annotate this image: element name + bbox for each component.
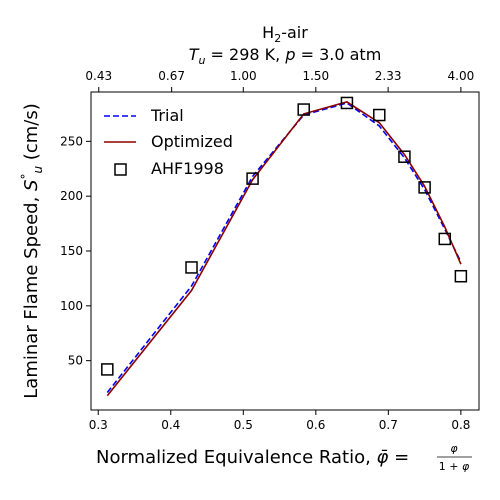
top-x-tick-label: 2.33: [375, 69, 402, 83]
legend-ahf1998-label: AHF1998: [151, 159, 224, 178]
x-tick-label: 0.6: [306, 418, 325, 432]
legend-ahf1998-marker: [114, 163, 127, 176]
legend-trial-label: Trial: [150, 106, 184, 125]
svg-text:1 + φ: 1 + φ: [439, 460, 470, 473]
y-tick-label: 150: [60, 244, 83, 258]
data-point-ahf1998: [398, 150, 411, 163]
series-line-trial: [106, 102, 462, 393]
top-x-tick-label: 1.50: [302, 69, 329, 83]
y-tick-label: 250: [60, 134, 83, 148]
data-point-ahf1998: [373, 108, 386, 122]
top-x-tick-label: 0.67: [158, 69, 185, 83]
axes-ticks: 0.3 0.4 0.5 0.6 0.7 0.8 50 100 150 200 250 0.43 0.67…: [60, 69, 474, 432]
svg-text:Normalized Equivalence Ratio,: Normalized Equivalence Ratio, φ̄ =: [96, 447, 409, 468]
data-point-ahf1998: [101, 363, 114, 376]
plot-frame: [90, 91, 480, 411]
legend-optimized-label: Optimized: [151, 132, 233, 151]
x-tick-label: 0.5: [234, 418, 253, 432]
data-point-ahf1998: [297, 103, 310, 116]
data-point-ahf1998: [185, 261, 198, 274]
legend: Trial Optimized AHF1998: [104, 106, 233, 178]
x-tick-label: 0.3: [89, 418, 108, 432]
y-tick-label: 50: [68, 354, 83, 368]
x-tick-label: 0.8: [451, 418, 470, 432]
y-axis-label: Laminar Flame Speed, S°u (cm/s): [19, 103, 45, 398]
top-x-tick-label: 1.00: [230, 69, 257, 83]
top-x-tick-label: 4.00: [448, 69, 475, 83]
data-point-ahf1998: [418, 181, 431, 194]
svg-text:φ: φ: [450, 442, 458, 455]
x-axis-label: Normalized Equivalence Ratio, φ̄ = φ 1 +…: [96, 442, 472, 473]
y-tick-label: 200: [60, 189, 83, 203]
y-tick-label: 100: [60, 299, 83, 313]
series-line-optimized: [106, 101, 462, 397]
chart-title-line1: H2-air: [262, 23, 308, 45]
x-tick-label: 0.7: [379, 418, 398, 432]
data-point-ahf1998: [438, 232, 452, 246]
top-x-tick-label: 0.43: [85, 69, 112, 83]
series-layer: [101, 96, 468, 397]
x-tick-label: 0.4: [161, 418, 180, 432]
chart-title-line2: Tu = 298 K, p = 3.0 atm: [189, 45, 382, 67]
data-point-ahf1998: [454, 269, 468, 283]
data-point-ahf1998: [246, 172, 259, 185]
data-point-ahf1998: [340, 96, 354, 110]
